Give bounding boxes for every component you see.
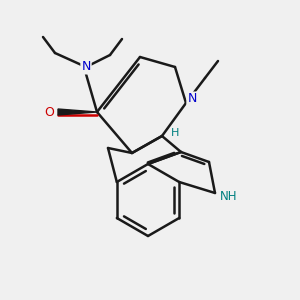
Text: N: N <box>187 92 197 106</box>
Text: NH: NH <box>220 190 238 202</box>
Text: H: H <box>171 128 179 138</box>
Text: N: N <box>81 61 91 74</box>
Text: O: O <box>44 106 54 118</box>
Polygon shape <box>58 109 97 115</box>
